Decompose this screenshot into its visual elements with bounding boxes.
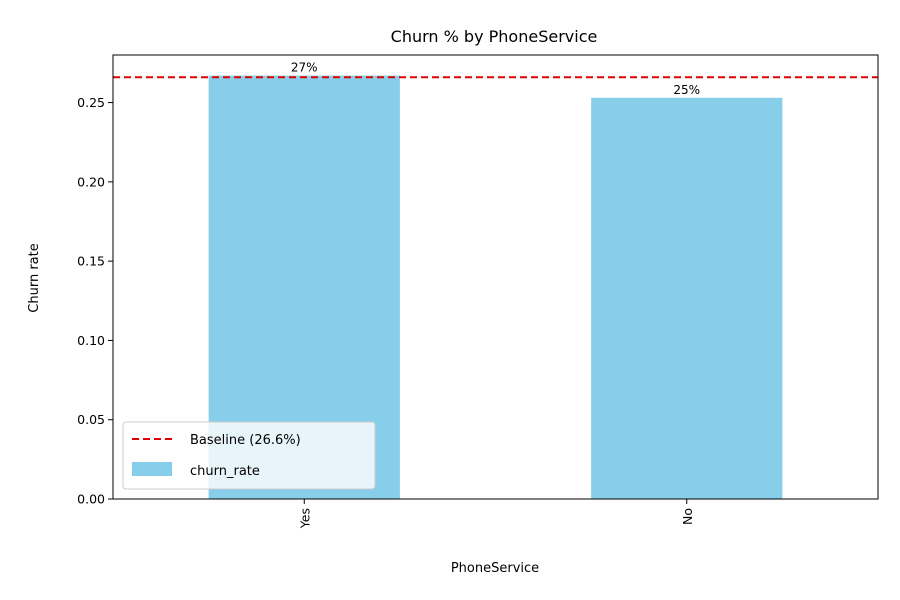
y-tick-label: 0.05 <box>77 412 105 427</box>
y-tick-label: 0.00 <box>77 492 105 507</box>
x-tick-label: Yes <box>297 508 312 529</box>
legend-box <box>122 421 376 490</box>
legend: Baseline (26.6%) churn_rate <box>122 421 376 490</box>
y-tick-label: 0.10 <box>77 333 105 348</box>
y-tick-label: 0.20 <box>77 174 105 189</box>
x-tick-label: No <box>680 508 695 525</box>
bar-data-label: 25% <box>673 83 700 97</box>
chart-title: Churn % by PhoneService <box>391 27 598 46</box>
bar-no <box>591 97 783 500</box>
legend-series-label: churn_rate <box>190 464 260 479</box>
bar-data-label: 27% <box>291 61 318 75</box>
y-tick-label: 0.25 <box>77 95 105 110</box>
y-axis-label: Churn rate <box>27 243 42 312</box>
x-axis-label: PhoneService <box>451 561 539 576</box>
legend-baseline-label: Baseline (26.6%) <box>190 433 301 448</box>
y-tick-label: 0.15 <box>77 254 105 269</box>
legend-series-swatch <box>132 462 172 476</box>
plot-frame <box>112 54 879 500</box>
